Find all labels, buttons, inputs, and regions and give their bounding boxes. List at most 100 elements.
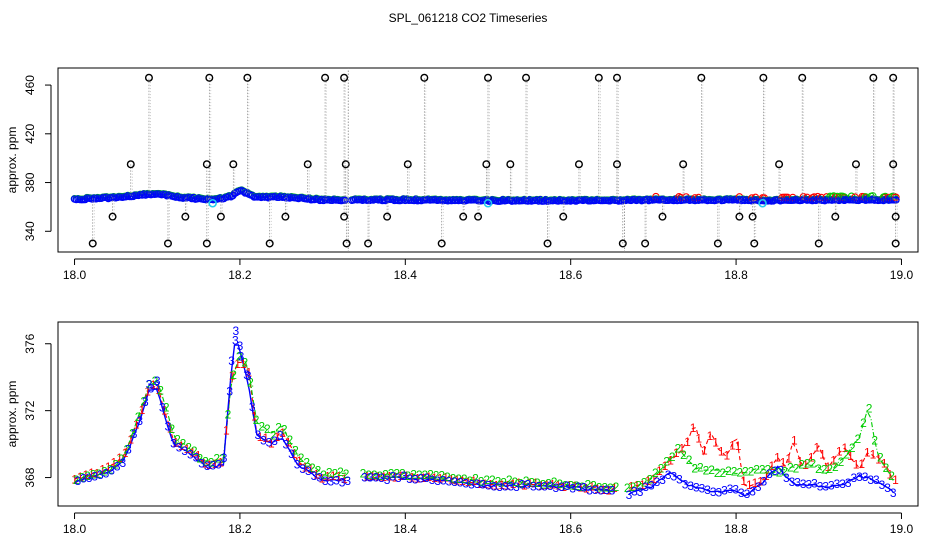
bottom-marker-series3: 3 xyxy=(867,473,874,487)
bottom-marker-series2: 2 xyxy=(455,472,462,486)
bottom-marker-series1: 1 xyxy=(785,452,792,466)
bottom-marker-series2: 2 xyxy=(720,466,727,480)
bottom-marker-series1: 1 xyxy=(723,448,730,462)
bottom-marker-series1: 1 xyxy=(465,475,472,489)
bottom-marker-series1: 1 xyxy=(639,478,646,492)
bottom-line-series1 xyxy=(628,426,894,489)
bottom-marker-series3: 3 xyxy=(761,474,768,488)
bottom-marker-series3: 3 xyxy=(704,483,711,497)
bottom-marker-series2: 2 xyxy=(197,451,204,465)
bottom-marker-series3: 3 xyxy=(687,479,694,493)
bottom-marker-series3: 3 xyxy=(429,473,436,487)
top-y-tick-label: 460 xyxy=(23,75,37,95)
bottom-marker-series1: 1 xyxy=(139,403,146,417)
top-x-tick-label: 18.8 xyxy=(724,268,748,282)
bottom-marker-series1: 1 xyxy=(707,429,714,443)
bottom-marker-series1: 1 xyxy=(836,445,843,459)
top-outlier-mid-low xyxy=(891,212,900,221)
bottom-marker-series2: 2 xyxy=(247,375,254,389)
top-axes: 18.0 18.2 18.4 18.6 18.8 19.0 340 380 420 460 xyxy=(23,75,913,282)
bottom-marker-series3: 3 xyxy=(384,473,391,487)
bottom-axes: 18.0 18.2 18.4 18.6 18.8 19.0 368 372 376 xyxy=(23,333,913,536)
bottom-marker-series2: 2 xyxy=(242,355,249,369)
bottom-marker-series2: 2 xyxy=(292,444,299,458)
bottom-marker-series3: 3 xyxy=(238,349,245,363)
bottom-marker-series2: 2 xyxy=(163,401,170,415)
bottom-marker-series1: 1 xyxy=(600,483,607,497)
top-outlier-mid-high xyxy=(482,160,491,169)
bottom-marker-series2: 2 xyxy=(332,466,339,480)
bottom-marker-series3: 3 xyxy=(850,471,857,485)
bottom-marker-series2: 2 xyxy=(202,455,209,469)
top-data-marks xyxy=(70,68,900,252)
top-cyan-point xyxy=(483,198,493,208)
top-outlier-mid-low xyxy=(735,212,744,221)
bottom-marker-series2: 2 xyxy=(500,475,507,489)
bottom-marker-series1: 1 xyxy=(690,421,697,435)
bottom-marker-series3: 3 xyxy=(828,479,835,493)
top-point-series3 xyxy=(541,196,550,204)
bottom-marker-series2: 2 xyxy=(804,456,811,470)
bottom-peak-marker-series3: 3 xyxy=(232,324,239,338)
bottom-marker-series1: 1 xyxy=(313,467,320,481)
bottom-marker-series1: 1 xyxy=(515,476,522,490)
bottom-marker-series3: 3 xyxy=(451,475,458,489)
bottom-marker-series3: 3 xyxy=(474,477,481,491)
bottom-marker-series2: 2 xyxy=(731,464,738,478)
bottom-marker-series1: 1 xyxy=(887,467,894,481)
bottom-y-tick-label: 372 xyxy=(23,400,37,420)
bottom-marker-series2: 2 xyxy=(506,473,513,487)
bottom-marker-series1: 1 xyxy=(459,474,466,488)
top-outlier-mid-high xyxy=(775,160,784,169)
bottom-marker-series3: 3 xyxy=(266,436,273,450)
bottom-marker-series1: 1 xyxy=(611,481,618,495)
bottom-marker-series3: 3 xyxy=(418,472,425,486)
bottom-marker-series3: 3 xyxy=(755,480,762,494)
bottom-marker-series3: 3 xyxy=(693,480,700,494)
top-point-series3 xyxy=(669,196,678,205)
bottom-marker-series2: 2 xyxy=(140,395,147,409)
bottom-panel: approx. ppm 1111111111111111111111111111… xyxy=(5,321,919,536)
bottom-marker-series2: 2 xyxy=(495,474,502,488)
bottom-marker-series1: 1 xyxy=(420,471,427,485)
bottom-marker-series2: 2 xyxy=(416,468,423,482)
bottom-marker-series2: 2 xyxy=(270,429,277,443)
bottom-marker-series2: 2 xyxy=(714,466,721,480)
bottom-marker-series2: 2 xyxy=(174,432,181,446)
bottom-marker-series2: 2 xyxy=(511,475,518,489)
bottom-marker-series3: 3 xyxy=(552,481,559,495)
bottom-marker-series1: 1 xyxy=(555,478,562,492)
bottom-marker-series3: 3 xyxy=(75,474,82,488)
bottom-marker-series2: 2 xyxy=(776,466,783,480)
bottom-marker-series1: 1 xyxy=(127,433,134,447)
bottom-data-marks: 1111111111111111111111111111111111111111… xyxy=(71,324,899,502)
top-outlier-high xyxy=(798,73,807,82)
bottom-marker-series2: 2 xyxy=(652,466,659,480)
top-outlier-high xyxy=(613,73,622,82)
bottom-marker-series1: 1 xyxy=(442,471,449,485)
bottom-marker-series3: 3 xyxy=(800,477,807,491)
bottom-x-tick-label: 18.0 xyxy=(63,522,87,536)
bottom-marker-series3: 3 xyxy=(344,474,351,488)
bottom-marker-series1: 1 xyxy=(830,453,837,467)
bottom-marker-series1: 1 xyxy=(791,434,798,448)
top-outlier-mid-low xyxy=(459,212,468,221)
bottom-marker-series1: 1 xyxy=(864,445,871,459)
bottom-marker-series1: 1 xyxy=(729,438,736,452)
bottom-marker-series1: 1 xyxy=(560,480,567,494)
bottom-marker-series1: 1 xyxy=(808,450,815,464)
bottom-marker-series3: 3 xyxy=(373,471,380,485)
bottom-marker-series1: 1 xyxy=(881,457,888,471)
bottom-marker-series2: 2 xyxy=(860,416,867,430)
bottom-peak-marker-series3: 3 xyxy=(228,354,235,368)
bottom-line-series3 xyxy=(628,465,894,497)
bottom-marker-series2: 2 xyxy=(703,464,710,478)
bottom-marker-series3: 3 xyxy=(142,395,149,409)
bottom-marker-series2: 2 xyxy=(764,462,771,476)
top-point-series3 xyxy=(534,197,543,205)
bottom-marker-series3: 3 xyxy=(80,471,87,485)
bottom-marker-series3: 3 xyxy=(654,475,661,489)
top-outlier-high xyxy=(869,73,878,82)
top-point-series3 xyxy=(189,193,198,202)
top-outlier-low xyxy=(750,239,759,248)
